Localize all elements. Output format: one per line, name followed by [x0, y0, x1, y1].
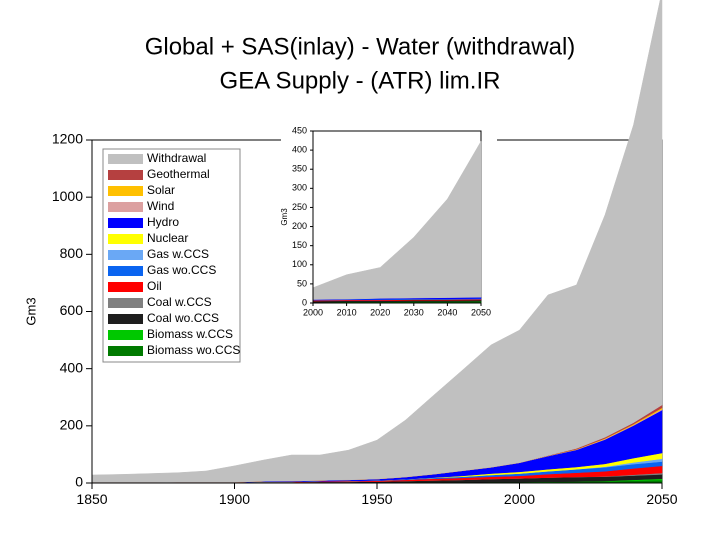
legend-swatch: [108, 314, 143, 324]
y-tick-label: 1200: [52, 131, 83, 147]
y-tick-label: 800: [60, 245, 84, 261]
legend-label: Solar: [147, 183, 175, 197]
y-tick-label: 50: [297, 278, 307, 288]
legend-swatch: [108, 218, 143, 228]
x-tick-label: 1950: [361, 491, 392, 507]
legend-label: Biomass w.CCS: [147, 327, 233, 341]
legend-label: Nuclear: [147, 231, 188, 245]
legend-swatch: [108, 202, 143, 212]
legend-label: Coal w.CCS: [147, 295, 212, 309]
y-tick-label: 350: [292, 164, 307, 174]
x-tick-label: 1850: [76, 491, 107, 507]
area: [312, 140, 482, 300]
area: [91, 0, 663, 483]
y-tick-label: 600: [60, 302, 84, 318]
legend-label: Gas wo.CCS: [147, 263, 216, 277]
y-tick-label: 250: [292, 202, 307, 212]
legend-label: Coal wo.CCS: [147, 311, 219, 325]
legend-label: Hydro: [147, 215, 179, 229]
y-tick-label: 400: [292, 144, 307, 154]
x-tick-label: 2050: [471, 308, 491, 318]
x-tick-label: 2030: [404, 308, 424, 318]
legend-swatch: [108, 186, 143, 196]
legend-label: Oil: [147, 279, 162, 293]
x-tick-label: 2020: [370, 308, 390, 318]
legend-swatch: [108, 170, 143, 180]
y-axis-label: Gm3: [23, 297, 38, 325]
legend-label: Gas w.CCS: [147, 247, 209, 261]
y-tick-label: 200: [292, 221, 307, 231]
legend: Withdrawal Geothermal Solar Wind Hydro Nuclea…: [108, 151, 240, 357]
chart-title: Global + SAS(inlay) - Water (withdrawal): [145, 33, 576, 60]
y-tick-label: 1000: [52, 188, 83, 204]
y-tick-label: 200: [60, 417, 84, 433]
legend-swatch: [108, 346, 143, 356]
legend-swatch: [108, 266, 143, 276]
y-axis-label: Gm3: [280, 208, 289, 226]
legend-swatch: [108, 330, 143, 340]
legend-swatch: [108, 250, 143, 260]
legend-label: Withdrawal: [147, 151, 206, 165]
x-tick-label: 2000: [504, 491, 535, 507]
legend-label: Biomass wo.CCS: [147, 343, 240, 357]
y-tick-label: 450: [292, 125, 307, 135]
x-tick-label: 2000: [303, 308, 323, 318]
y-tick-label: 0: [75, 474, 83, 490]
y-tick-label: 300: [292, 183, 307, 193]
y-tick-label: 400: [60, 359, 84, 375]
x-tick-label: 2050: [646, 491, 677, 507]
x-tick-label: 2040: [437, 308, 457, 318]
legend-swatch: [108, 234, 143, 244]
legend-label: Geothermal: [147, 167, 210, 181]
legend-swatch: [108, 282, 143, 292]
inset-plot: 0 50 100 150 200 250 300 350 400 450 2000 2010 2020 2…: [280, 125, 491, 317]
legend-label: Wind: [147, 199, 174, 213]
x-tick-label: 2010: [337, 308, 357, 318]
x-tick-label: 1900: [219, 491, 250, 507]
legend-swatch: [108, 154, 143, 164]
y-tick-label: 0: [302, 297, 307, 307]
y-tick-label: 100: [292, 259, 307, 269]
y-tick-label: 150: [292, 240, 307, 250]
legend-swatch: [108, 298, 143, 308]
chart-subtitle: GEA Supply - (ATR) lim.IR: [220, 67, 501, 94]
